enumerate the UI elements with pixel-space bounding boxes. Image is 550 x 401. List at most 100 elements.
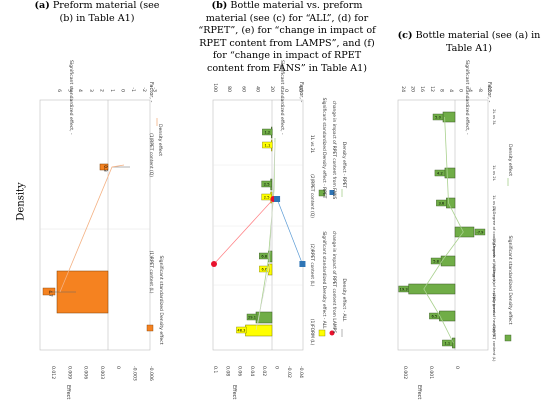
panel-c-data-label: 6.5 [432, 315, 438, 319]
panel-c-data-label-box [432, 113, 444, 121]
panel-c-bar [408, 283, 456, 295]
panel-a-effect-tick: -0.006 [148, 366, 154, 381]
panel-b-effect-axis-label: Effect [231, 385, 237, 399]
panel-b-data-label-box-rpet [259, 252, 270, 260]
panel-b-sse-tick: 80 [226, 86, 232, 92]
panel-b: 0.1 0.08 0.06 0.04 0.02 0 -0.02 -0.04 Effect 100 8… [211, 60, 347, 399]
panel-a-data-label-box [42, 287, 56, 296]
panel-c-sse-tick: 12 [429, 86, 435, 92]
panel-a-effect-axis-label: Effect [65, 385, 71, 399]
panel-b-fans-point [274, 196, 281, 202]
panel-c-bar [454, 226, 475, 238]
panel-b-data-label-box-all [259, 265, 270, 273]
panel-b-effect-tick: 0.04 [249, 366, 255, 376]
panel-a-data-label: 0.3 [103, 165, 108, 172]
panel-b-legend-marker [329, 190, 335, 195]
panel-b-legend-item: change in impact of RPET content from FA… [331, 101, 337, 200]
panel-a-sse-tick: -2 [141, 87, 147, 92]
panel-a-legend-item: Density effect [157, 124, 163, 156]
panel-b-data-label-box-rpet [261, 180, 272, 188]
panel-c-data-label-box [434, 169, 446, 177]
panel-a-legend-swatch [146, 324, 154, 332]
panel-b-sse-tick: -20 [297, 84, 303, 92]
panel-b-title: Bottle material vs. preform material (se… [198, 0, 376, 74]
panel-c-header: (c) Bottle material (see (a) in Table A1… [388, 30, 550, 55]
panel-b-factor-tick: (1)FORM (L) [309, 319, 315, 346]
panel-b-bar-all [245, 324, 273, 337]
panel-c-factor-tick: 1L vs 2L [492, 165, 497, 182]
panel-b-effect-tick: 0.06 [237, 366, 243, 376]
panel-c-data-label-box [474, 228, 486, 236]
panel-b-frame [212, 99, 304, 351]
panel-c-data-label: 19.3 [400, 288, 408, 292]
panel-b-sse-tick: 0 [283, 89, 289, 92]
panel-c-legend-swatch [504, 334, 512, 342]
panel-a-legend-item: Significant standardized Density effect [158, 255, 164, 344]
panel-c-title: Bottle material (see (a) in Table A1) [412, 30, 541, 54]
panel-c-sse-tick: -12 [486, 84, 492, 92]
panel-c-bar [440, 255, 456, 267]
panel-a-sse-tick: -1 [130, 87, 136, 92]
panel-b-legend-item: Density effect - ALL [341, 279, 347, 322]
panel-c-data-label-box [442, 339, 453, 347]
panel-c-sse-tick: 8 [438, 89, 444, 92]
panel-c-factor-tick: (2)Degree of heating (L) [492, 293, 497, 340]
panel-a-sse-tick: 3 [88, 89, 94, 92]
panel-b-data-label-all: 6.6 [262, 268, 268, 272]
panel-c-bar [452, 337, 456, 349]
panel-b-effect-tick: 0.02 [261, 366, 267, 376]
panel-c-data-label: 4.2 [437, 172, 443, 176]
panel-b-sse-tick: 100 [212, 83, 218, 92]
panel-c-effect-tick: 0.002 [402, 366, 408, 379]
panel-b-legend-item: Significant standardized Density effect … [321, 98, 327, 199]
panel-c-factor-tick: (2)Degree of cooling (L) [492, 238, 497, 284]
panel-b-effect-tick: -0.04 [298, 366, 304, 378]
panel-c-sse-tick: 0 [458, 89, 464, 92]
panel-b-sse-tick: 60 [240, 86, 246, 92]
panel-a-factor-tick: (1)RPET content (Q) [148, 133, 154, 177]
panel-b-effect-tick: 0.08 [224, 366, 230, 376]
panel-a-title: Preform material (see (b) in Table A1) [49, 0, 160, 24]
panel-b-factor-tick: (2)RPET content (Q) [309, 174, 315, 218]
panel-a-sse-tick: 0 [120, 89, 126, 92]
panel-c-factor-tick: (3)Degree of heating bonds [492, 263, 497, 315]
panel-b-effect-line-all [255, 141, 276, 331]
panel-b-effect-line-rpet [257, 137, 276, 324]
panel-a-effect-line [59, 164, 125, 293]
panel-a-factor-label: Factor, - [148, 82, 154, 102]
panel-b-data-label-box-all [236, 326, 247, 334]
panel-b-data-label-rpet: 6.8 [261, 255, 267, 259]
panel-c-factor-tick: (1)RPET content (L) [492, 324, 497, 362]
panel-b-data-label-rpet: 29.1 [248, 316, 256, 320]
panel-a-effect-tick: 0.003 [99, 366, 105, 379]
panel-c-factor-tick: 2L vs 3L [492, 109, 497, 126]
panel-c-data-label: -7.9 [476, 231, 484, 235]
panel-a-effect-tick: -0.003 [132, 366, 138, 381]
panel-a-sse-tick: 1 [109, 89, 115, 92]
panel-a-effect-tick: 0.006 [83, 366, 89, 379]
panel-b-legend-swatch [318, 329, 326, 337]
panel-b-legend-marker [329, 330, 335, 336]
panel-b-data-label-all: 1.1 [265, 144, 271, 148]
panel-c-tag: (c) [397, 30, 413, 41]
panel-b-factor-tick: 1L vs 2L [309, 135, 315, 154]
panel-c-effect-tick: 0.001 [428, 366, 434, 379]
panel-b-data-label-all: 48.3 [237, 329, 245, 333]
panel-b-legend-item: Density effect - RPET [341, 142, 347, 188]
panel-c-factor-tick: 1L vs 2L [492, 195, 497, 212]
panel-b-lamps-line [213, 198, 274, 265]
panel-a-effect-tick: 0.012 [50, 366, 56, 379]
panel-a-frame [39, 99, 151, 351]
panel-a-sse-tick: -3 [151, 87, 157, 92]
panel-a-sse-tick: 4 [77, 89, 83, 92]
panel-c-effect-line [423, 116, 464, 344]
panel-b-tag: (b) [211, 0, 228, 11]
panel-c-sse-axis-label: Significant standardized effect, - [464, 60, 470, 135]
panel-b-lamps-point [211, 261, 217, 267]
panel-c-bar [444, 167, 456, 179]
panel-b-fans-point [299, 261, 306, 267]
panel-b-factor-tick: (2)RPET content (L) [309, 244, 315, 287]
panel-a-effect-tick: 0.009 [66, 366, 72, 379]
